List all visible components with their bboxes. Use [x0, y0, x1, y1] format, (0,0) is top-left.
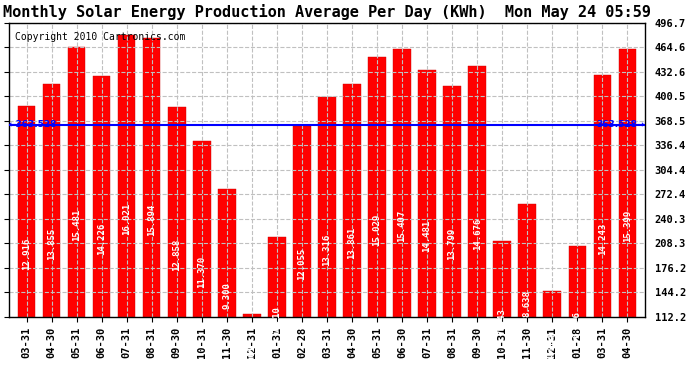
Bar: [593, 75, 611, 375]
Bar: [444, 86, 461, 375]
Text: 3.861: 3.861: [247, 345, 257, 372]
Bar: [518, 204, 536, 375]
Bar: [368, 57, 386, 375]
Bar: [243, 314, 261, 375]
Text: 7.210: 7.210: [273, 306, 282, 333]
Text: 16.021: 16.021: [122, 202, 131, 235]
Bar: [93, 76, 110, 375]
Bar: [418, 70, 436, 375]
Text: 14.226: 14.226: [97, 223, 106, 255]
Text: 15.029: 15.029: [373, 214, 382, 246]
Bar: [618, 49, 636, 375]
Text: 7.043: 7.043: [497, 308, 506, 335]
Bar: [293, 126, 310, 375]
Text: 11.370: 11.370: [197, 256, 206, 288]
Text: 14.676: 14.676: [473, 218, 482, 250]
Text: 15.407: 15.407: [397, 210, 406, 242]
Bar: [43, 84, 60, 375]
Text: ←363.528: ←363.528: [9, 120, 57, 129]
Text: 6.826: 6.826: [573, 310, 582, 338]
Bar: [193, 141, 210, 375]
Bar: [318, 97, 336, 375]
Text: 15.481: 15.481: [72, 209, 81, 241]
Text: 12.055: 12.055: [297, 248, 306, 280]
Text: 13.855: 13.855: [47, 227, 56, 260]
Bar: [18, 106, 35, 375]
Bar: [544, 291, 561, 375]
Text: Copyright 2010 Cartronics.com: Copyright 2010 Cartronics.com: [15, 32, 186, 42]
Bar: [493, 241, 511, 375]
Bar: [343, 84, 361, 375]
Bar: [268, 237, 286, 375]
Bar: [218, 189, 235, 375]
Bar: [143, 38, 161, 375]
Text: 12.916: 12.916: [22, 238, 31, 270]
Bar: [68, 47, 86, 375]
Bar: [469, 66, 486, 375]
Text: 13.316: 13.316: [322, 234, 331, 266]
Text: 363.528→: 363.528→: [596, 120, 645, 129]
Bar: [168, 107, 186, 375]
Text: 13.799: 13.799: [448, 228, 457, 260]
Text: 12.858: 12.858: [172, 239, 181, 271]
Bar: [569, 246, 586, 375]
Title: Monthly Solar Energy Production Average Per Day (KWh)  Mon May 24 05:59: Monthly Solar Energy Production Average …: [3, 4, 651, 20]
Text: 9.300: 9.300: [222, 282, 231, 309]
Text: 4.864: 4.864: [548, 333, 557, 360]
Bar: [393, 49, 411, 375]
Text: 8.638: 8.638: [523, 290, 532, 317]
Bar: [118, 34, 135, 375]
Text: 14.481: 14.481: [422, 220, 431, 252]
Text: 14.243: 14.243: [598, 223, 607, 255]
Text: 13.861: 13.861: [348, 227, 357, 260]
Text: 15.894: 15.894: [147, 204, 156, 236]
Text: 15.399: 15.399: [623, 210, 632, 242]
